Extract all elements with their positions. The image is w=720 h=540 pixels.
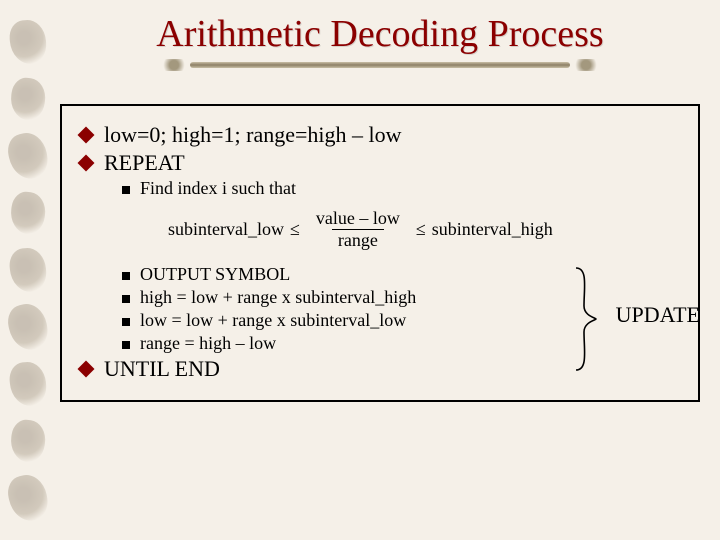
content-box: low=0; high=1; range=high – low REPEAT F… [60,104,700,402]
title-rule [190,62,570,68]
square-bullet-icon [122,186,130,194]
formula-right: subinterval_high [432,219,553,240]
square-bullet-icon [122,272,130,280]
fraction: value – low range [310,209,406,250]
bullet-text: UNTIL END [104,356,220,382]
square-bullet-icon [122,318,130,326]
sub-bullet-text: low = low + range x subinterval_low [140,310,406,331]
denominator: range [332,229,384,250]
sub-bullet-text: OUTPUT SYMBOL [140,264,290,285]
square-bullet-icon [122,341,130,349]
diamond-bullet-icon [78,127,95,144]
le-symbol: ≤ [290,219,300,240]
decorative-margin [10,20,50,520]
list-item: REPEAT [80,150,680,176]
page-title: Arithmetic Decoding Process [60,12,700,56]
update-label: UPDATE [616,302,700,328]
numerator: value – low [310,209,406,229]
diamond-bullet-icon [78,155,95,172]
diamond-bullet-icon [78,360,95,377]
square-bullet-icon [122,295,130,303]
bullet-text: low=0; high=1; range=high – low [104,122,402,148]
sub-bullet-text: range = high – low [140,333,276,354]
sub-bullet-text: high = low + range x subinterval_high [140,287,416,308]
bullet-text: REPEAT [104,150,185,176]
inequality-formula: subinterval_low ≤ value – low range ≤ su… [168,209,680,250]
sub-bullet-text: Find index i such that [140,178,296,199]
curly-brace-icon [574,266,598,372]
slide: Arithmetic Decoding Process low=0; high=… [60,12,700,402]
list-item: Find index i such that [122,178,680,199]
le-symbol: ≤ [416,219,426,240]
list-item: low=0; high=1; range=high – low [80,122,680,148]
formula-left: subinterval_low [168,219,284,240]
